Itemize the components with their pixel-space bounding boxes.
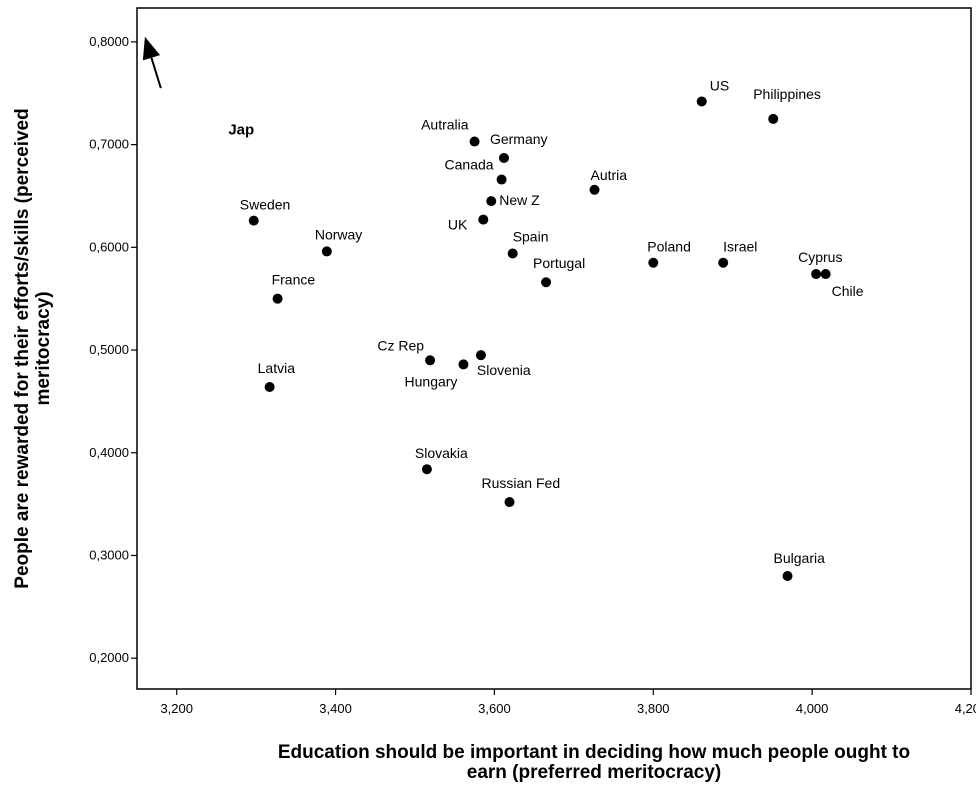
y-axis-title-line: meritocracy) xyxy=(33,291,54,405)
data-point xyxy=(425,355,436,366)
data-point xyxy=(458,359,469,370)
data-point xyxy=(321,246,332,257)
point-label: Chile xyxy=(832,283,864,299)
point-label: Poland xyxy=(647,239,691,255)
x-axis-ticks: 3,200 3,400 3,600 3,800 4,000 4,200 xyxy=(160,689,976,716)
data-point xyxy=(264,382,275,393)
data-point xyxy=(469,136,480,147)
y-axis-ticks: 0,2000 0,3000 0,4000 0,5000 0,6000 0,7000 0,80… xyxy=(89,34,137,665)
x-tick-label: 3,400 xyxy=(319,701,352,716)
data-points xyxy=(248,96,831,582)
x-tick-label: 4,000 xyxy=(796,701,829,716)
y-axis-title: People are rewarded for their efforts/sk… xyxy=(12,108,54,588)
point-labels: US Philippines Autralia Germany Canada Autria… xyxy=(240,77,864,566)
x-tick-label: 4,200 xyxy=(955,701,976,716)
annotation-label: Jap xyxy=(228,121,254,138)
point-label: France xyxy=(272,272,316,288)
y-axis-title-line: People are rewarded for their efforts/sk… xyxy=(12,108,33,588)
data-point xyxy=(498,152,509,163)
point-label: Hungary xyxy=(405,373,458,389)
x-tick-label: 3,600 xyxy=(478,701,511,716)
data-point xyxy=(718,257,729,268)
data-point xyxy=(648,257,659,268)
y-tick-label: 0,2000 xyxy=(89,650,129,665)
data-point xyxy=(820,269,831,280)
x-tick-label: 3,200 xyxy=(160,701,193,716)
x-tick-label: 3,800 xyxy=(637,701,670,716)
point-label: Cyprus xyxy=(798,249,842,265)
data-point xyxy=(811,269,822,280)
y-tick-label: 0,7000 xyxy=(89,137,129,152)
point-label: Bulgaria xyxy=(774,550,826,566)
point-label: Autria xyxy=(591,167,628,183)
data-point xyxy=(486,196,497,207)
point-label: Canada xyxy=(445,157,494,173)
point-label: Cz Rep xyxy=(377,337,424,353)
point-label: Slovakia xyxy=(415,445,468,461)
y-tick-label: 0,3000 xyxy=(89,547,129,562)
data-point xyxy=(507,248,518,259)
arrow-head xyxy=(142,36,161,61)
point-label: US xyxy=(710,77,729,93)
point-label: New Z xyxy=(499,192,540,208)
data-point xyxy=(478,214,489,225)
data-point xyxy=(696,96,707,107)
data-point xyxy=(782,571,793,582)
y-tick-label: 0,6000 xyxy=(89,239,129,254)
point-label: UK xyxy=(448,217,468,233)
annotations: Jap xyxy=(142,36,254,138)
point-label: Russian Fed xyxy=(482,475,561,491)
point-label: Portugal xyxy=(533,255,585,271)
data-point xyxy=(475,350,486,361)
y-tick-label: 0,4000 xyxy=(89,445,129,460)
point-label: Slovenia xyxy=(477,362,531,378)
data-point xyxy=(541,277,552,288)
y-tick-label: 0,8000 xyxy=(89,34,129,49)
data-point xyxy=(248,215,259,226)
data-point xyxy=(421,464,432,475)
point-label: Spain xyxy=(513,228,549,244)
point-label: Sweden xyxy=(240,197,291,213)
point-label: Philippines xyxy=(753,86,821,102)
arrow-shaft xyxy=(150,57,162,89)
data-point xyxy=(272,293,283,304)
point-label: Germany xyxy=(490,131,548,147)
y-tick-label: 0,5000 xyxy=(89,342,129,357)
x-axis-title-line: earn (preferred meritocracy) xyxy=(467,762,722,783)
point-label: Norway xyxy=(315,226,362,242)
data-point xyxy=(589,184,600,195)
x-axis-title: Education should be important in decidin… xyxy=(278,742,910,783)
point-label: Autralia xyxy=(421,117,469,133)
plot-frame xyxy=(136,7,972,690)
data-point xyxy=(768,113,779,124)
point-label: Israel xyxy=(723,239,757,255)
point-label: Latvia xyxy=(258,360,296,376)
data-point xyxy=(496,174,507,185)
x-axis-title-line: Education should be important in decidin… xyxy=(278,742,910,763)
data-point xyxy=(504,497,515,508)
